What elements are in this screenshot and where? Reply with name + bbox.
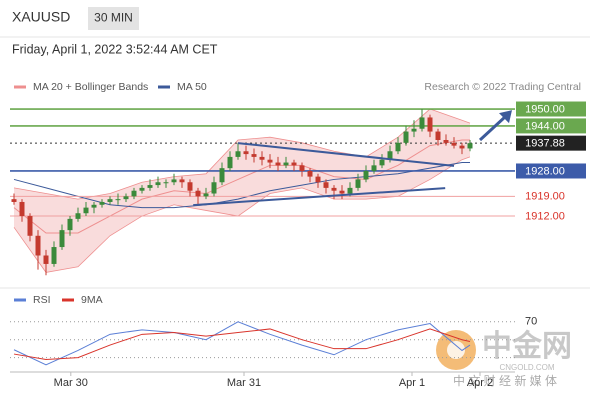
- legend-label: MA 20 + Bollinger Bands: [33, 81, 148, 93]
- candle-body: [307, 170, 313, 177]
- candle-body: [51, 247, 57, 264]
- trendline: [237, 142, 455, 167]
- candle-body: [203, 193, 209, 197]
- legend-label: RSI: [33, 294, 51, 306]
- level-label-box: [516, 101, 586, 117]
- candle-body: [283, 162, 289, 166]
- candle-body: [75, 213, 81, 219]
- level-label: 1919.00: [525, 191, 565, 203]
- candle-body: [347, 187, 353, 194]
- forecast-arrowhead: [499, 110, 512, 124]
- candle-body: [267, 159, 273, 163]
- candle-body: [443, 140, 449, 143]
- candle-body: [355, 179, 361, 188]
- credit: Research © 2022 Trading Central: [424, 81, 581, 93]
- candle-body: [99, 201, 105, 205]
- datetime: Friday, April 1, 2022 3:52:44 AM CET: [12, 42, 218, 56]
- candle-body: [315, 176, 321, 183]
- level-label-box: [516, 135, 586, 151]
- trendline: [193, 187, 446, 207]
- bollinger-lower: [13, 156, 471, 273]
- candle-body: [395, 142, 401, 152]
- candle-body: [411, 128, 417, 132]
- candle-body: [91, 204, 97, 208]
- candle-body: [43, 255, 49, 264]
- watermark-tagline: 中 文 财 经 新 媒 体: [453, 373, 557, 388]
- candle-body: [195, 190, 201, 197]
- candle-body: [419, 117, 425, 129]
- candle-body: [147, 185, 153, 188]
- candle-body: [163, 182, 169, 184]
- candle-body: [435, 131, 441, 140]
- candle-body: [179, 179, 185, 183]
- level-label: 1944.00: [525, 120, 565, 132]
- candle-body: [211, 182, 217, 194]
- candle-body: [187, 182, 193, 191]
- x-tick-label: Apr 2: [467, 377, 493, 389]
- watermark-logo: 中金网: [482, 329, 572, 363]
- level-label: 1950.00: [525, 103, 565, 115]
- candle-body: [379, 159, 385, 166]
- candle-body: [19, 201, 25, 217]
- candle-body: [387, 151, 393, 160]
- indicator-line: [13, 328, 471, 360]
- candle-body: [171, 179, 177, 183]
- candle-body: [107, 199, 113, 202]
- candle-body: [35, 235, 41, 256]
- candle-body: [371, 165, 377, 171]
- candle-body: [59, 230, 65, 248]
- candle-body: [27, 216, 33, 236]
- candle-body: [227, 156, 233, 169]
- x-tick-label: Apr 1: [399, 377, 425, 389]
- candle-body: [339, 190, 345, 194]
- level-label: 1912.00: [525, 210, 565, 222]
- candle-body: [427, 117, 433, 132]
- candle-body: [155, 182, 161, 186]
- level-label: 1937.88: [525, 138, 565, 150]
- watermark-site: CNGOLD.COM: [499, 363, 554, 372]
- level-label-box: [516, 163, 586, 179]
- bollinger-band: [14, 109, 470, 273]
- candle-body: [275, 162, 281, 166]
- candle-body: [219, 168, 225, 183]
- candle-body: [243, 151, 249, 155]
- candle-body: [259, 156, 265, 160]
- x-tick-label: Mar 30: [54, 377, 88, 389]
- candle-body: [123, 196, 129, 200]
- level-label: 1928.00: [525, 165, 565, 177]
- candle-body: [403, 131, 409, 143]
- y-tick-label: 70: [525, 316, 537, 328]
- candle-body: [323, 182, 329, 188]
- legend-label: MA 50: [177, 81, 207, 93]
- level-label-box: [516, 118, 586, 134]
- candle-body: [131, 190, 137, 197]
- x-tick-label: Mar 31: [227, 377, 261, 389]
- candle-body: [115, 199, 121, 201]
- watermark-logo-icon-inner: [447, 341, 465, 359]
- candle-body: [11, 199, 17, 202]
- candle-body: [363, 170, 369, 180]
- legend-label: 9MA: [81, 294, 103, 306]
- forecast-arrow: [478, 114, 509, 142]
- candle-body: [235, 151, 241, 157]
- timeframe-box: [88, 7, 139, 30]
- candle-body: [67, 218, 73, 231]
- candle-body: [299, 165, 305, 171]
- candle-body: [451, 142, 457, 146]
- candle-body: [251, 154, 257, 157]
- timeframe: 30 MIN: [94, 11, 133, 25]
- candle-body: [83, 207, 89, 214]
- candle-body: [331, 187, 337, 191]
- symbol: XAUUSD: [12, 9, 70, 25]
- candle-body: [139, 187, 145, 191]
- candle-body: [291, 162, 297, 166]
- candle-body: [467, 143, 473, 149]
- ma20-line: [13, 139, 470, 234]
- candle-body: [459, 145, 465, 149]
- indicator-line: [13, 321, 471, 366]
